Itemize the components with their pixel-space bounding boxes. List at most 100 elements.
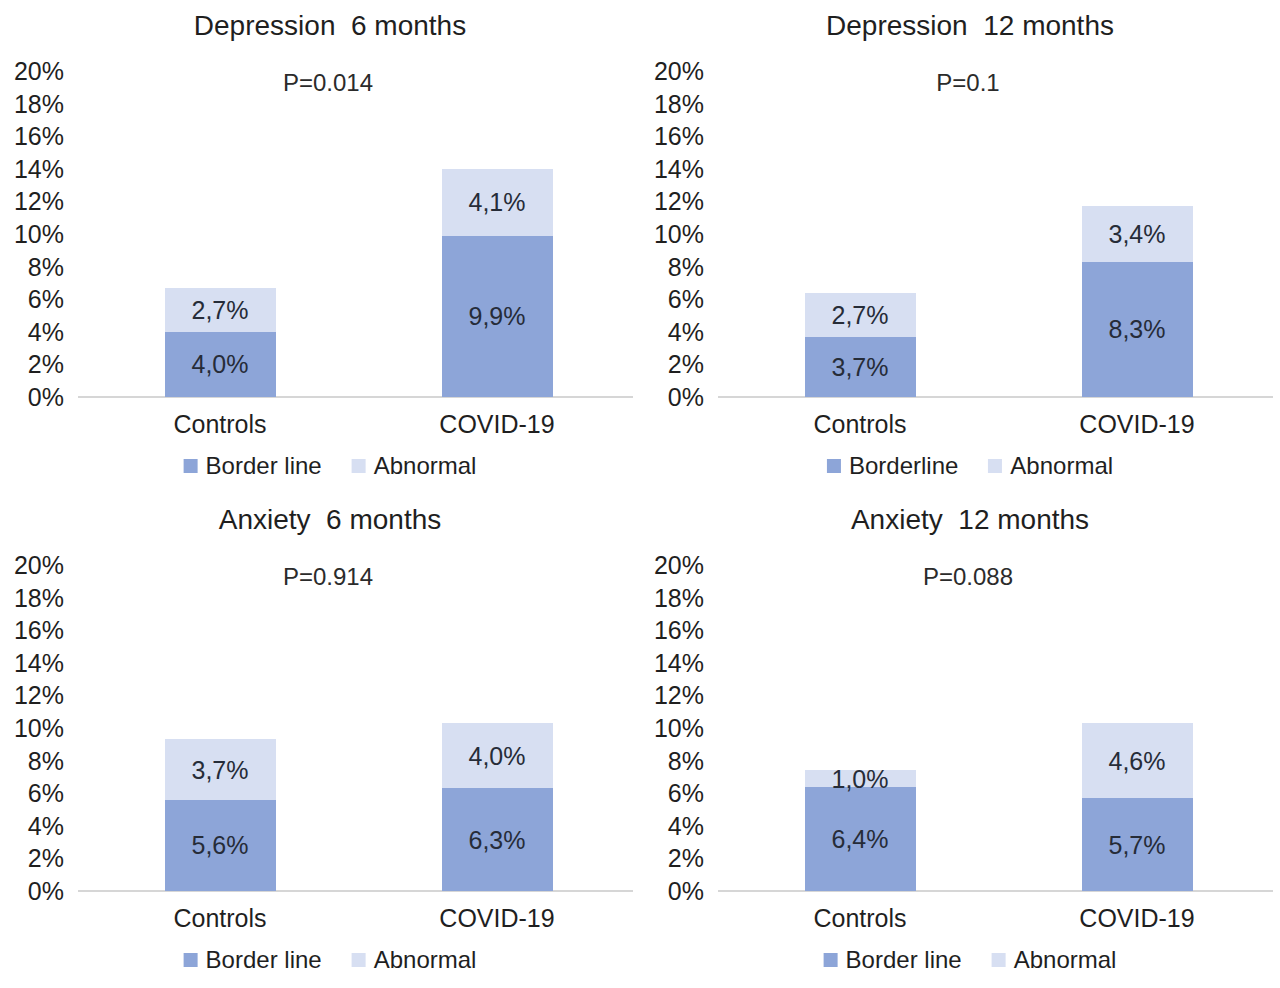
x-category-label: Controls — [765, 904, 955, 932]
y-axis-tick-label: 20% — [0, 57, 64, 85]
legend: Borderline Abnormal — [827, 452, 1113, 480]
p-value-label: P=0.014 — [283, 70, 373, 96]
legend-label-borderline: Border line — [846, 946, 962, 974]
x-category-label: Controls — [765, 410, 955, 438]
bar-value-label: 9,9% — [432, 302, 562, 330]
bar-value-label: 5,7% — [1072, 831, 1202, 859]
y-axis-tick-label: 12% — [640, 681, 704, 709]
y-axis-tick-label: 14% — [640, 649, 704, 677]
p-value-label: P=0.1 — [936, 70, 999, 96]
figure-stacked-bar-charts: 20% 18% 16% 14% 12% 10% 8% 6% 4% 2% 0% 4,0% 2,7% Cont… — [0, 0, 1280, 988]
legend-item-borderline: Border line — [184, 452, 322, 480]
y-axis-tick-label: 16% — [640, 122, 704, 150]
bar-value-label: 3,4% — [1072, 220, 1202, 248]
legend-item-abnormal: Abnormal — [992, 946, 1117, 974]
bar-value-label: 1,0% — [795, 765, 925, 793]
y-axis-tick-label: 12% — [640, 187, 704, 215]
legend-swatch-borderline-icon — [824, 953, 838, 967]
y-axis-tick-label: 0% — [640, 383, 704, 411]
x-category-label: COVID-19 — [402, 410, 592, 438]
legend-label-abnormal: Abnormal — [374, 452, 477, 480]
y-axis-tick-label: 4% — [640, 812, 704, 840]
y-axis-tick-label: 18% — [640, 584, 704, 612]
x-category-label: Controls — [125, 410, 315, 438]
bar-value-label: 6,4% — [795, 825, 925, 853]
legend-swatch-borderline-icon — [827, 459, 841, 473]
y-axis-tick-label: 20% — [0, 551, 64, 579]
y-axis-tick-label: 12% — [0, 681, 64, 709]
chart-title: Depression 6 months — [194, 10, 466, 42]
legend-label-borderline: Borderline — [849, 452, 958, 480]
x-category-label: Controls — [125, 904, 315, 932]
y-axis-tick-label: 8% — [0, 253, 64, 281]
legend-label-borderline: Border line — [206, 946, 322, 974]
bar-value-label: 4,0% — [155, 350, 285, 378]
chart-title: Depression 12 months — [826, 10, 1114, 42]
chart-title: Anxiety 6 months — [219, 504, 442, 536]
y-axis-tick-label: 6% — [640, 779, 704, 807]
legend-swatch-abnormal-icon — [352, 953, 366, 967]
y-axis-tick-label: 10% — [0, 220, 64, 248]
legend-item-borderline: Borderline — [827, 452, 958, 480]
legend-item-borderline: Border line — [184, 946, 322, 974]
bar-value-label: 8,3% — [1072, 315, 1202, 343]
legend-swatch-borderline-icon — [184, 953, 198, 967]
legend: Border line Abnormal — [184, 452, 477, 480]
y-axis-tick-label: 14% — [640, 155, 704, 183]
y-axis-tick-label: 4% — [640, 318, 704, 346]
y-axis-tick-label: 6% — [0, 779, 64, 807]
chart-panel-depression-6-months: 20%18%16%14%12%10%8%6%4%2%0%4,0%2,7%Cont… — [0, 0, 640, 494]
y-axis-tick-label: 16% — [0, 122, 64, 150]
legend-swatch-abnormal-icon — [988, 459, 1002, 473]
legend-item-abnormal: Abnormal — [988, 452, 1113, 480]
x-category-label: COVID-19 — [1042, 410, 1232, 438]
y-axis-tick-label: 8% — [640, 253, 704, 281]
chart-title: Anxiety 12 months — [851, 504, 1089, 536]
y-axis-tick-label: 14% — [0, 155, 64, 183]
legend-item-abnormal: Abnormal — [352, 946, 477, 974]
legend-swatch-abnormal-icon — [992, 953, 1006, 967]
y-axis-tick-label: 16% — [640, 616, 704, 644]
y-axis-tick-label: 2% — [640, 844, 704, 872]
bar-value-label: 2,7% — [155, 296, 285, 324]
y-axis-tick-label: 0% — [0, 383, 64, 411]
bar-value-label: 4,1% — [432, 188, 562, 216]
legend-swatch-borderline-icon — [184, 459, 198, 473]
y-axis-tick-label: 8% — [640, 747, 704, 775]
y-axis-tick-label: 6% — [640, 285, 704, 313]
y-axis-tick-label: 18% — [0, 584, 64, 612]
bar-value-label: 3,7% — [155, 756, 285, 784]
y-axis-tick-label: 20% — [640, 57, 704, 85]
bar-value-label: 6,3% — [432, 826, 562, 854]
y-axis-tick-label: 0% — [0, 877, 64, 905]
bar-value-label: 5,6% — [155, 831, 285, 859]
chart-panel-depression-12-months: 20%18%16%14%12%10%8%6%4%2%0%3,7%2,7%Cont… — [640, 0, 1280, 494]
y-axis-tick-label: 8% — [0, 747, 64, 775]
y-axis-tick-label: 10% — [0, 714, 64, 742]
bar-value-label: 2,7% — [795, 301, 925, 329]
y-axis-tick-label: 4% — [0, 812, 64, 840]
legend-item-abnormal: Abnormal — [352, 452, 477, 480]
y-axis-tick-label: 4% — [0, 318, 64, 346]
legend-label-abnormal: Abnormal — [1014, 946, 1117, 974]
y-axis-tick-label: 6% — [0, 285, 64, 313]
p-value-label: P=0.088 — [923, 564, 1013, 590]
chart-panel-anxiety-6-months: 20%18%16%14%12%10%8%6%4%2%0%5,6%3,7%Cont… — [0, 494, 640, 988]
legend-item-borderline: Border line — [824, 946, 962, 974]
legend: Border line Abnormal — [184, 946, 477, 974]
y-axis-tick-label: 2% — [0, 844, 64, 872]
y-axis-tick-label: 10% — [640, 220, 704, 248]
p-value-label: P=0.914 — [283, 564, 373, 590]
legend-label-abnormal: Abnormal — [1010, 452, 1113, 480]
legend-label-abnormal: Abnormal — [374, 946, 477, 974]
x-category-label: COVID-19 — [1042, 904, 1232, 932]
y-axis-tick-label: 20% — [640, 551, 704, 579]
legend-swatch-abnormal-icon — [352, 459, 366, 473]
y-axis-tick-label: 12% — [0, 187, 64, 215]
x-category-label: COVID-19 — [402, 904, 592, 932]
y-axis-tick-label: 0% — [640, 877, 704, 905]
y-axis-tick-label: 16% — [0, 616, 64, 644]
bar-value-label: 4,6% — [1072, 747, 1202, 775]
bar-value-label: 4,0% — [432, 742, 562, 770]
legend: Border line Abnormal — [824, 946, 1117, 974]
